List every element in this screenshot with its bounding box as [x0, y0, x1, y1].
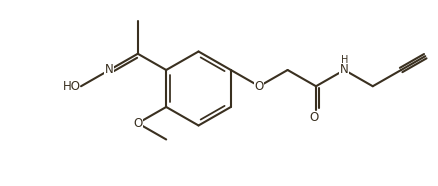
Text: H: H [341, 54, 348, 65]
Text: H
N: H N [340, 57, 349, 79]
Text: O: O [133, 117, 142, 130]
Text: O: O [310, 111, 319, 124]
Text: N: N [105, 63, 114, 76]
Text: N: N [340, 63, 349, 76]
Text: O: O [254, 80, 264, 93]
Text: HO: HO [63, 80, 81, 93]
